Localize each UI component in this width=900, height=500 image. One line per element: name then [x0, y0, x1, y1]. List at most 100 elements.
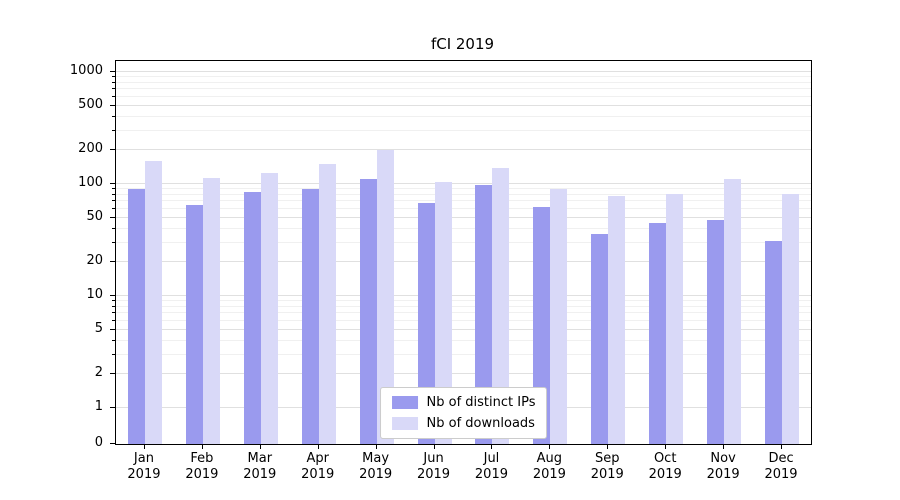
x-tick-mark — [607, 444, 609, 449]
gridline-minor — [116, 188, 811, 190]
x-tick-label: Dec 2019 — [764, 451, 798, 482]
x-tick-label: Apr 2019 — [301, 451, 335, 482]
x-tick-label: Aug 2019 — [532, 451, 566, 482]
bar-nb-of-distinct-ips-jul-2019 — [475, 185, 493, 444]
bar-nb-of-downloads-jul-2019 — [492, 168, 510, 444]
gridline-minor — [116, 312, 811, 314]
y-minor-tick-mark — [112, 305, 115, 307]
bar-nb-of-distinct-ips-dec-2019 — [765, 240, 783, 444]
gridline-minor — [116, 353, 811, 355]
chart-title: fCI 2019 — [430, 35, 495, 53]
bar-nb-of-distinct-ips-feb-2019 — [185, 204, 203, 444]
bar-nb-of-downloads-mar-2019 — [260, 173, 278, 444]
y-tick-mark — [110, 443, 115, 444]
bar-nb-of-distinct-ips-sep-2019 — [591, 233, 609, 444]
gridline-minor — [116, 193, 811, 195]
y-minor-tick-mark — [112, 200, 115, 202]
bar-nb-of-downloads-aug-2019 — [550, 189, 568, 444]
y-tick-label: 100 — [78, 175, 103, 190]
x-tick-mark — [723, 444, 725, 449]
gridline-major — [116, 149, 811, 151]
bar-nb-of-downloads-sep-2019 — [608, 196, 626, 444]
gridline-minor — [116, 95, 811, 97]
x-tick-mark — [259, 444, 261, 449]
y-minor-tick-mark — [112, 129, 115, 131]
y-minor-tick-mark — [112, 207, 115, 209]
gridline-major — [116, 183, 811, 184]
x-tick-label: Jul 2019 — [474, 451, 508, 482]
y-tick-mark — [110, 216, 115, 218]
bar-nb-of-distinct-ips-aug-2019 — [533, 207, 551, 444]
bar-nb-of-downloads-apr-2019 — [318, 163, 336, 444]
y-tick-label: 200 — [78, 141, 103, 157]
y-minor-tick-mark — [112, 227, 115, 229]
y-tick-label: 500 — [78, 96, 103, 112]
y-tick-label: 10 — [86, 287, 103, 302]
gridline-minor — [116, 339, 811, 341]
y-tick-label: 1000 — [69, 63, 103, 78]
gridline-minor — [116, 319, 811, 321]
y-tick-mark — [110, 328, 115, 330]
gridline-minor — [116, 207, 811, 209]
bar-nb-of-downloads-dec-2019 — [782, 193, 800, 444]
x-tick-mark — [433, 444, 435, 449]
y-tick-label: 50 — [86, 208, 103, 224]
y-minor-tick-mark — [112, 339, 115, 341]
y-tick-mark — [110, 261, 115, 263]
legend-row: Nb of distinct IPs — [391, 395, 536, 410]
x-tick-label: Nov 2019 — [706, 451, 740, 482]
y-tick-label: 1 — [94, 399, 103, 414]
legend-swatch-nb-of-downloads — [391, 417, 418, 430]
gridline-major — [116, 373, 811, 375]
bar-nb-of-downloads-nov-2019 — [724, 179, 742, 444]
y-minor-tick-mark — [112, 88, 115, 90]
legend-label-nb-of-distinct-ips: Nb of distinct IPs — [426, 395, 536, 410]
y-tick-mark — [110, 183, 115, 184]
y-minor-tick-mark — [112, 188, 115, 190]
y-minor-tick-mark — [112, 81, 115, 83]
y-tick-mark — [110, 149, 115, 151]
gridline-minor — [116, 300, 811, 302]
gridline-major — [116, 261, 811, 263]
y-tick-label: 2 — [94, 365, 103, 381]
y-tick-label: 20 — [86, 253, 103, 269]
legend-swatch-nb-of-distinct-ips — [391, 396, 418, 409]
x-tick-mark — [375, 444, 377, 449]
y-minor-tick-mark — [112, 95, 115, 97]
plot-area: Nb of distinct IPs Nb of downloads — [115, 60, 812, 445]
y-minor-tick-mark — [112, 241, 115, 243]
gridline-minor — [116, 115, 811, 117]
y-tick-mark — [110, 71, 115, 72]
x-tick-mark — [781, 444, 783, 449]
bar-nb-of-distinct-ips-mar-2019 — [243, 191, 261, 444]
x-tick-mark — [549, 444, 551, 449]
gridline-minor — [116, 129, 811, 131]
gridline-minor — [116, 88, 811, 90]
gridline-minor — [116, 241, 811, 243]
y-minor-tick-mark — [112, 76, 115, 78]
gridline-major — [116, 295, 811, 296]
x-tick-mark — [201, 444, 203, 449]
legend-row: Nb of downloads — [391, 416, 536, 431]
y-tick-mark — [110, 104, 115, 106]
bar-nb-of-distinct-ips-apr-2019 — [301, 189, 319, 444]
bar-nb-of-distinct-ips-jan-2019 — [127, 189, 145, 444]
x-tick-label: Oct 2019 — [648, 451, 682, 482]
y-minor-tick-mark — [112, 353, 115, 355]
gridline-minor — [116, 305, 811, 307]
bar-nb-of-downloads-feb-2019 — [202, 178, 220, 444]
x-tick-mark — [491, 444, 493, 449]
bar-nb-of-downloads-jan-2019 — [144, 161, 162, 444]
x-tick-mark — [143, 444, 145, 449]
legend-label-nb-of-downloads: Nb of downloads — [426, 416, 535, 431]
y-minor-tick-mark — [112, 193, 115, 195]
y-tick-mark — [110, 373, 115, 375]
gridline-minor — [116, 227, 811, 229]
bar-nb-of-distinct-ips-oct-2019 — [649, 222, 667, 444]
x-tick-mark — [317, 444, 319, 449]
bar-nb-of-distinct-ips-may-2019 — [359, 179, 377, 444]
y-minor-tick-mark — [112, 115, 115, 117]
x-tick-label: Jun 2019 — [416, 451, 451, 482]
x-tick-mark — [665, 444, 667, 449]
